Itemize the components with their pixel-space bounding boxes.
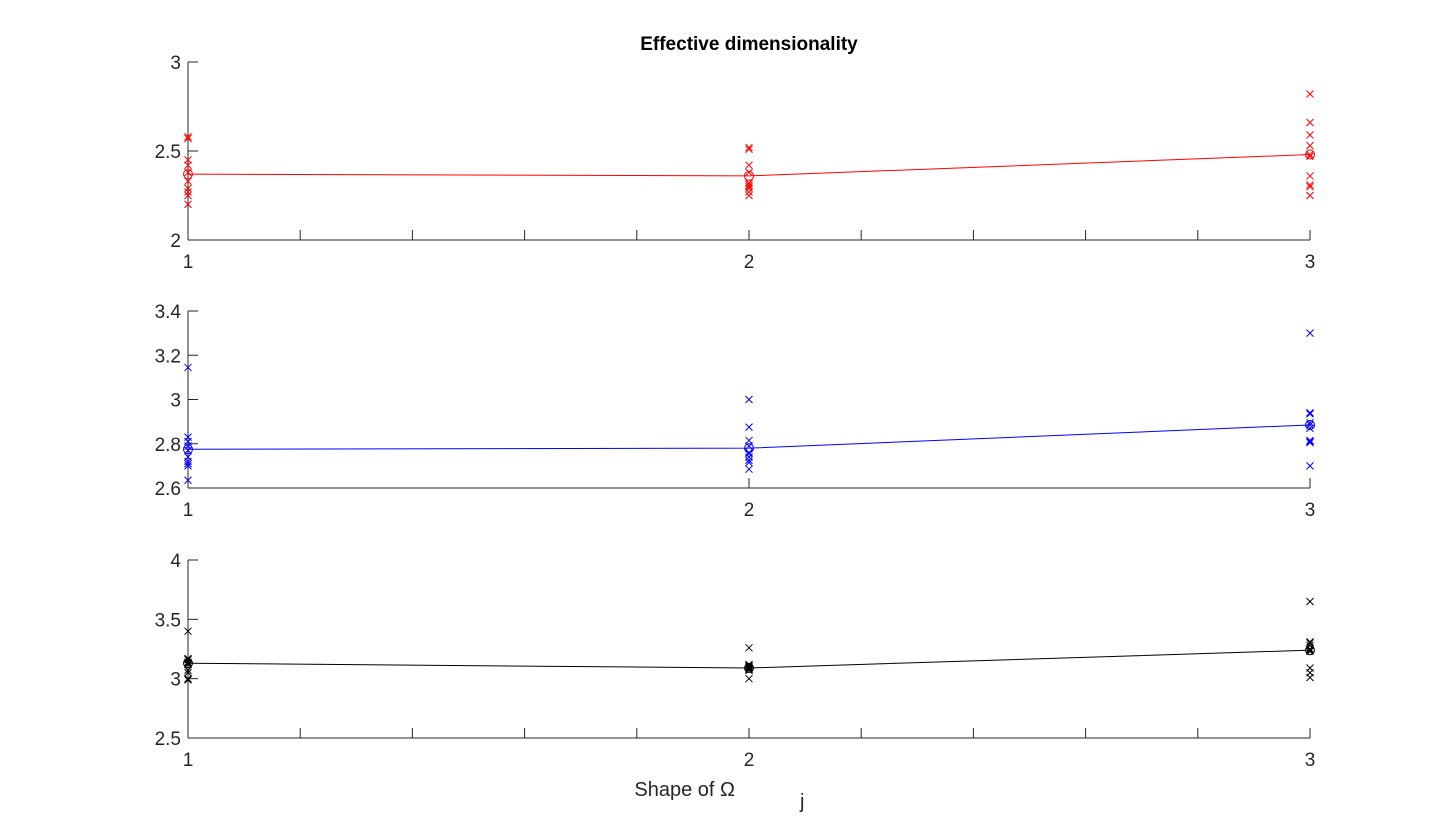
sample-point — [184, 476, 192, 485]
sample-point — [1306, 408, 1314, 417]
sample-point — [1306, 131, 1314, 139]
sample-point — [745, 145, 753, 154]
sample-point — [745, 465, 753, 474]
sample-point — [184, 184, 192, 193]
sample-point — [1306, 436, 1314, 445]
subplots: 22.531 2 32.62.833.23.41 2 32.533.541 2 3 — [155, 53, 1316, 771]
sample-point — [745, 643, 753, 652]
subplot-2: 2.6 2.8 3 3.2 3.4 1 2 3 — [155, 302, 1316, 521]
mean-line — [187, 424, 1311, 450]
sample-point — [1306, 673, 1314, 682]
subplot-1: 22.531 2 3 — [155, 53, 1316, 273]
sample-point — [1306, 191, 1314, 200]
x-tick-label: 2 — [744, 252, 755, 273]
x-tick-label: 3 — [1305, 252, 1316, 273]
sample-point — [745, 191, 753, 200]
sample-point — [184, 446, 192, 455]
sample-point — [745, 180, 753, 189]
y-tick-label: 2.6 — [155, 479, 181, 500]
x-tick-label: 1 — [183, 500, 194, 521]
sample-point — [184, 459, 192, 468]
y-tick-label: 2 — [170, 231, 181, 252]
sample-point — [1306, 118, 1314, 127]
y-tick-label: 3 — [170, 670, 181, 691]
x-axis-label: Shape of Ω — [634, 779, 735, 801]
mean-line — [187, 154, 1311, 177]
sample-point — [184, 134, 192, 143]
sample-point — [184, 177, 192, 186]
x-tick-label: 2 — [744, 500, 755, 521]
y-tick-label: 2.5 — [155, 142, 181, 163]
sample-point — [1306, 180, 1314, 189]
y-tick-label: 2.5 — [155, 729, 181, 750]
sample-point — [745, 449, 753, 458]
mean-point — [1305, 645, 1315, 656]
sample-point — [184, 132, 192, 141]
sample-point — [184, 200, 192, 209]
sample-point — [184, 675, 192, 684]
subplot-3: 2.5 3 3.5 4 1 2 3 — [155, 551, 1316, 771]
sample-point — [745, 168, 753, 177]
sample-point — [184, 363, 192, 372]
sample-point — [745, 456, 753, 465]
sample-point — [1306, 410, 1314, 418]
mean-point — [183, 444, 193, 455]
sample-point — [184, 666, 192, 675]
sample-point — [184, 161, 192, 170]
x-tick-label: 2 — [744, 750, 755, 771]
sample-point — [1306, 90, 1314, 98]
sample-point — [184, 668, 192, 677]
sample-point — [1306, 329, 1314, 337]
x-tick-label: 1 — [183, 750, 194, 771]
mean-point — [744, 170, 754, 181]
y-tick-label: 3.2 — [155, 346, 181, 367]
sample-point — [184, 191, 192, 200]
mean-point — [183, 169, 193, 180]
sample-point — [1306, 172, 1314, 180]
x-tick-label: 3 — [1305, 500, 1316, 521]
y-tick-label: 3 — [170, 391, 181, 412]
mean-point — [744, 662, 754, 673]
sample-point — [1306, 438, 1314, 447]
mean-line — [187, 649, 1311, 669]
sample-point — [745, 395, 753, 404]
y-tick-label: 2.8 — [155, 435, 181, 456]
x-tick-label: 1 — [183, 252, 194, 273]
figure-title: Effective dimensionality — [640, 34, 858, 55]
sample-point — [745, 188, 753, 196]
x-axis-label-subscript: j — [799, 791, 804, 813]
sample-point — [745, 423, 753, 432]
sample-point — [1306, 638, 1314, 646]
sample-point — [1306, 424, 1314, 433]
y-tick-label: 3.4 — [155, 302, 182, 323]
sample-point — [1306, 182, 1314, 191]
sample-point — [745, 458, 753, 467]
y-tick-label: 3.5 — [155, 610, 181, 631]
sample-point — [745, 143, 753, 152]
sample-point — [184, 188, 192, 196]
sample-point — [184, 627, 192, 636]
sample-point — [745, 161, 753, 170]
sample-point — [745, 453, 753, 461]
sample-point — [184, 462, 192, 470]
y-tick-label: 4 — [170, 551, 181, 572]
sample-point — [1306, 141, 1314, 150]
sample-point — [745, 436, 753, 445]
sample-point — [1306, 437, 1314, 446]
mean-point — [183, 658, 193, 669]
sample-point — [184, 674, 192, 683]
sample-point — [745, 674, 753, 683]
sample-point — [1306, 639, 1314, 647]
sample-point — [745, 184, 753, 193]
sample-point — [1306, 462, 1314, 470]
sample-point — [1306, 597, 1314, 606]
x-tick-label: 3 — [1305, 750, 1316, 771]
mean-point — [1305, 149, 1315, 160]
mean-point — [744, 443, 754, 454]
y-tick-label: 3 — [170, 53, 181, 74]
mean-point — [1305, 419, 1315, 430]
